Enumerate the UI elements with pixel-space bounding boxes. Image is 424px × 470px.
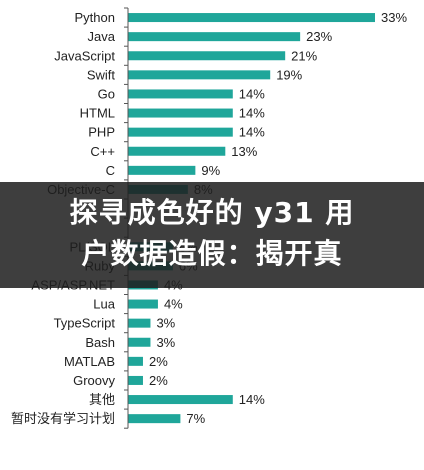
category-label: Python: [75, 10, 115, 25]
category-label: MATLAB: [64, 354, 115, 369]
category-label: 其他: [89, 392, 115, 407]
category-label: Bash: [85, 335, 115, 350]
category-label: TypeScript: [54, 316, 116, 331]
category-label: 暂时没有学习计划: [11, 411, 115, 426]
overlay-line-2: 户数据造假：揭开真: [81, 237, 343, 270]
bar: [128, 70, 271, 80]
bar: [128, 337, 151, 347]
category-label: Java: [88, 29, 116, 44]
category-label: Swift: [87, 67, 116, 82]
bar: [128, 395, 233, 405]
category-label: PHP: [88, 125, 115, 140]
value-label: 7%: [186, 411, 205, 426]
bar: [128, 375, 143, 385]
bar: [128, 299, 158, 309]
value-labels: 33%23%21%19%14%14%14%13%9%8%6%6%4%4%3%3%…: [149, 10, 407, 426]
value-label: 14%: [239, 106, 265, 121]
value-label: 14%: [239, 392, 265, 407]
bar: [128, 165, 196, 175]
value-label: 2%: [149, 373, 168, 388]
category-label: Lua: [93, 297, 115, 312]
bar: [128, 51, 286, 61]
bar: [128, 127, 233, 137]
bar: [128, 13, 375, 23]
bar: [128, 108, 233, 118]
value-label: 33%: [381, 10, 407, 25]
category-label: JavaScript: [54, 48, 115, 63]
value-label: 14%: [239, 86, 265, 101]
value-label: 21%: [291, 48, 317, 63]
value-label: 4%: [164, 297, 183, 312]
value-label: 9%: [201, 163, 220, 178]
value-label: 14%: [239, 125, 265, 140]
value-label: 13%: [231, 144, 257, 159]
category-label: Go: [98, 86, 115, 101]
category-label: Groovy: [73, 373, 115, 388]
overlay-text: 探寻成色好的 y31 用 户数据造假：揭开真: [0, 192, 424, 274]
value-label: 19%: [276, 67, 302, 82]
watermark-overlay-banner: 探寻成色好的 y31 用 户数据造假：揭开真: [0, 182, 424, 288]
value-label: 2%: [149, 354, 168, 369]
bar: [128, 89, 233, 99]
bar: [128, 32, 301, 42]
bar: [128, 356, 143, 366]
category-label: HTML: [80, 106, 115, 121]
value-label: 23%: [306, 29, 332, 44]
bar: [128, 146, 226, 156]
bar: [128, 318, 151, 328]
value-label: 3%: [156, 335, 175, 350]
category-label: C: [106, 163, 115, 178]
bar: [128, 414, 181, 424]
overlay-line-1: 探寻成色好的 y31 用: [69, 196, 355, 229]
category-label: C++: [90, 144, 115, 159]
bars: [128, 13, 375, 424]
value-label: 3%: [156, 316, 175, 331]
